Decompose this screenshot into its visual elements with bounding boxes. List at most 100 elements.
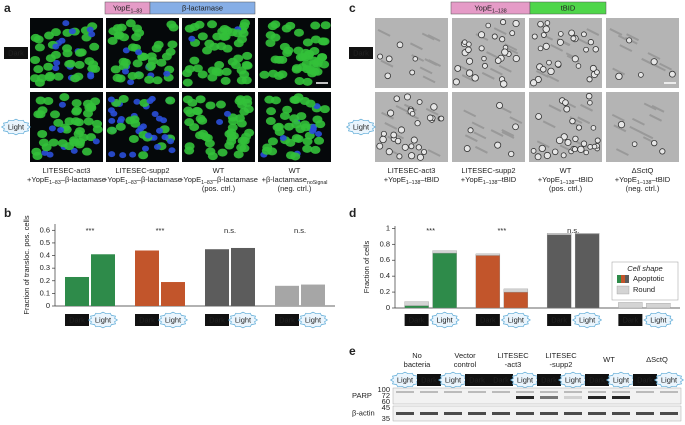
flat-cell [577,116,591,125]
flat-cell [498,64,512,73]
bar-segment [574,233,600,235]
caption-construct: +YopE1–83–β-lactamase [27,175,106,186]
badge-label: Light [165,315,182,324]
cell [156,127,164,134]
cell [277,70,288,79]
flat-cell [611,113,625,122]
y-tick-label: 0 [386,303,390,312]
flat-cell [586,28,600,36]
bar [301,284,325,306]
band [396,391,414,393]
flat-cell [612,67,626,76]
cell [156,58,167,67]
cell [293,134,304,143]
bar-segment [574,233,600,309]
flat-cell [409,42,423,51]
flat-cell [609,28,623,36]
cell [132,59,143,68]
flat-cell [652,63,666,72]
band [468,391,486,393]
column-header: control [454,360,477,369]
band [444,412,462,415]
round-cell [466,57,474,65]
round-cell [415,144,422,151]
cell [70,147,78,154]
caption-construct-part: –β-lactamase [213,175,258,184]
round-cell [512,123,519,131]
caption-construct-part: –β-lactamase [137,175,182,184]
cell [34,43,45,52]
cell [184,118,195,127]
cell [57,127,65,134]
cell [106,126,117,135]
light-badge [653,371,685,389]
dark-badge [547,314,572,326]
round-cell [531,33,538,40]
round-cell [591,143,598,150]
cell [202,46,213,55]
round-cell [412,56,418,62]
cell [127,79,135,86]
cell [35,96,46,105]
caption-construct-part: –β-lactamase [61,175,106,184]
cell [302,144,313,153]
cell [30,56,41,65]
cell [116,118,124,125]
cell [314,136,325,145]
round-cell [585,92,593,100]
light-badge [557,371,589,389]
caption-construct: +YopE1–83–β-lactamase [103,175,182,186]
round-cell [509,30,516,37]
cell [138,151,149,160]
cell [265,39,276,48]
light-badge [297,311,329,329]
round-cell [494,57,502,64]
cell [289,95,300,104]
cell [205,101,216,110]
caption-construct: +YopE1–138–tBID [615,175,671,186]
caption-construct: +YopE1–138–tBID [538,175,594,186]
cell [189,56,200,65]
cell [120,58,131,67]
band [540,412,558,415]
cell [262,143,273,152]
caption-construct-part: 1–83 [125,180,137,186]
cell [58,37,66,44]
cell [74,48,85,57]
band [444,391,462,393]
panel-label: a [4,1,11,15]
cell [112,73,123,82]
cell [212,32,223,41]
caption-construct-part: 1–138 [406,180,421,186]
mw-marker: 35 [382,414,390,423]
band [540,396,558,399]
caption-name: ΔSctQ [632,166,654,175]
round-cell [638,72,644,78]
round-cell [500,19,507,26]
cell [37,106,48,115]
y-axis-label: Fraction of transloc. pos. cells [22,215,31,314]
light-badge [157,311,189,329]
round-cell [583,149,589,156]
cell [71,107,82,116]
round-cell [569,117,576,125]
cell [301,59,312,68]
flat-cell [464,134,478,143]
badge-label: Light [661,375,678,384]
badge-label: Light [8,122,25,131]
flat-cell [501,131,515,139]
round-cell [575,63,582,69]
caption-construct-part: +YopE [27,175,49,184]
cell [192,64,203,73]
cell [30,33,41,42]
round-cell [651,139,658,147]
badge-label: Dark [8,48,24,57]
round-cell [587,99,593,106]
cell [107,36,118,45]
round-cell [542,25,550,33]
cell [75,138,86,147]
cell [73,129,84,138]
cell [86,103,97,112]
significance: *** [497,226,506,235]
header-label-part: 1–138 [492,9,507,15]
